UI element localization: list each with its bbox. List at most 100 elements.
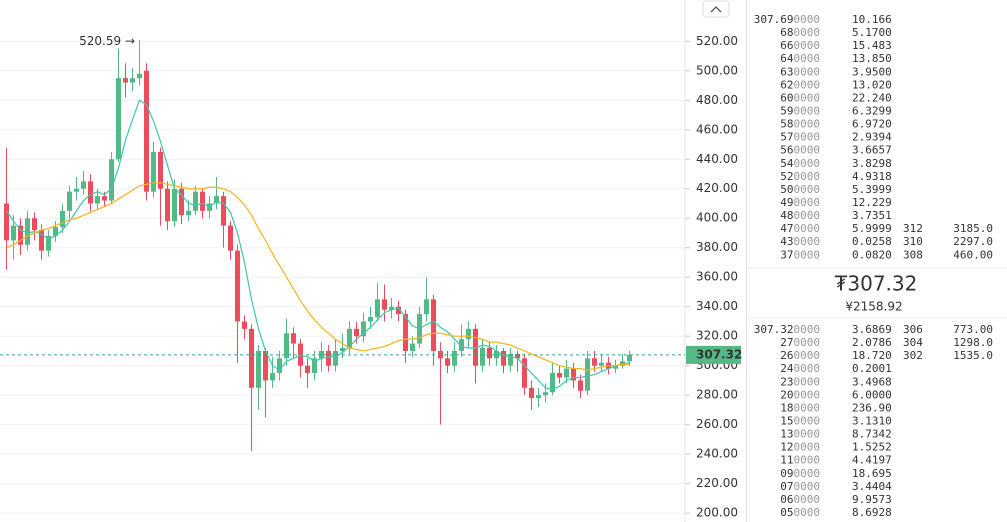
price-suffix: 0000: [794, 104, 821, 117]
amount: 0.0820: [852, 248, 892, 261]
candle-body: [11, 225, 16, 241]
last-price-label: 307.32: [696, 347, 742, 361]
price-suffix: 0000: [794, 375, 821, 388]
candle-body: [389, 306, 394, 310]
candle-body: [319, 350, 324, 359]
candle-body: [564, 368, 569, 378]
price: 070000: [780, 480, 820, 493]
candle-body: [249, 328, 254, 388]
amount: 3.8298: [852, 157, 892, 170]
candle-body: [333, 350, 338, 366]
price: 110000: [780, 454, 820, 467]
candle-body: [459, 339, 464, 351]
y-tick-label: 280.00: [696, 388, 738, 402]
price-suffix: 0000: [794, 13, 821, 26]
price: 570000: [780, 131, 820, 144]
candle-body: [4, 203, 9, 241]
candle-body: [452, 350, 457, 366]
price: 660000: [780, 39, 820, 52]
moving-average-line: [6, 182, 630, 371]
candle-body: [515, 353, 520, 359]
candle-body: [627, 354, 632, 362]
price-digits: 27: [780, 336, 793, 349]
candle-body: [361, 321, 366, 337]
candle-body: [543, 392, 548, 396]
price-digits: 49: [780, 196, 793, 209]
price: 680000: [780, 26, 820, 39]
amount: 0.2001: [852, 362, 892, 375]
amount: 10.166: [852, 13, 892, 26]
candle-body: [67, 191, 72, 211]
price: 590000: [780, 104, 820, 117]
candle-body: [39, 230, 44, 251]
candle-body: [158, 151, 163, 189]
price-suffix: 0000: [794, 118, 821, 131]
depth-total: 1298.0: [953, 336, 993, 349]
depth-price: 306: [903, 323, 923, 336]
y-tick-label: 380.00: [696, 240, 738, 254]
candle-body: [354, 328, 359, 337]
amount: 18.720: [852, 349, 892, 362]
amount: 1.5252: [852, 441, 892, 454]
price-digits: 60: [780, 91, 793, 104]
amount: 22.240: [852, 91, 892, 104]
price-digits: 09: [780, 467, 793, 480]
scroll-up-button[interactable]: [702, 0, 730, 18]
candle-body: [508, 353, 513, 366]
price-suffix: 0000: [794, 467, 821, 480]
candle-body: [494, 350, 499, 359]
amount: 3.6657: [852, 144, 892, 157]
candle-body: [487, 348, 492, 359]
candle-body: [95, 196, 100, 204]
price: 120000: [780, 441, 820, 454]
price-digits: 63: [780, 65, 793, 78]
amount: 3.9500: [852, 65, 892, 78]
price: 307.320000: [754, 323, 820, 336]
y-tick-label: 260.00: [696, 417, 738, 431]
candle-body: [410, 343, 415, 351]
candle-body: [466, 328, 471, 340]
candle-body: [620, 361, 625, 366]
candle-body: [312, 358, 317, 374]
amount: 2.9394: [852, 131, 892, 144]
price: 200000: [780, 388, 820, 401]
candle-body: [116, 78, 121, 160]
candle-body: [186, 210, 191, 216]
candle-body: [74, 188, 79, 192]
y-tick-label: 500.00: [696, 63, 738, 77]
depth-total: 773.00: [953, 323, 993, 336]
candle-body: [214, 196, 219, 204]
mid-price-cny: ¥2158.92: [845, 300, 902, 314]
amount: 3.4968: [852, 375, 892, 388]
y-tick-label: 200.00: [696, 506, 738, 520]
candle-body: [228, 225, 233, 251]
candle-body: [382, 299, 387, 310]
price-suffix: 0000: [794, 170, 821, 183]
candle-body: [284, 333, 289, 359]
price-suffix: 0000: [794, 388, 821, 401]
price-suffix: 0000: [794, 39, 821, 52]
amount: 5.3999: [852, 183, 892, 196]
candle-body: [291, 333, 296, 344]
price: 480000: [780, 209, 820, 222]
price-digits: 05: [780, 506, 793, 519]
price-suffix: 0000: [794, 414, 821, 427]
price-suffix: 0000: [794, 336, 821, 349]
price-suffix: 0000: [794, 131, 821, 144]
price-suffix: 0000: [794, 26, 821, 39]
amount: 236.90: [852, 401, 892, 414]
y-tick-label: 480.00: [696, 93, 738, 107]
y-tick-label: 460.00: [696, 122, 738, 136]
price: 307.690000: [754, 13, 820, 26]
price: 640000: [780, 52, 820, 65]
candle-body: [18, 225, 23, 245]
candle-body: [277, 358, 282, 374]
candle-body: [368, 317, 373, 322]
price-suffix: 0000: [794, 65, 821, 78]
price: 260000: [780, 349, 820, 362]
price-digits: 18: [780, 401, 793, 414]
candle-body: [151, 151, 156, 192]
amount: 5.9999: [852, 222, 892, 235]
amount: 6.9720: [852, 118, 892, 131]
